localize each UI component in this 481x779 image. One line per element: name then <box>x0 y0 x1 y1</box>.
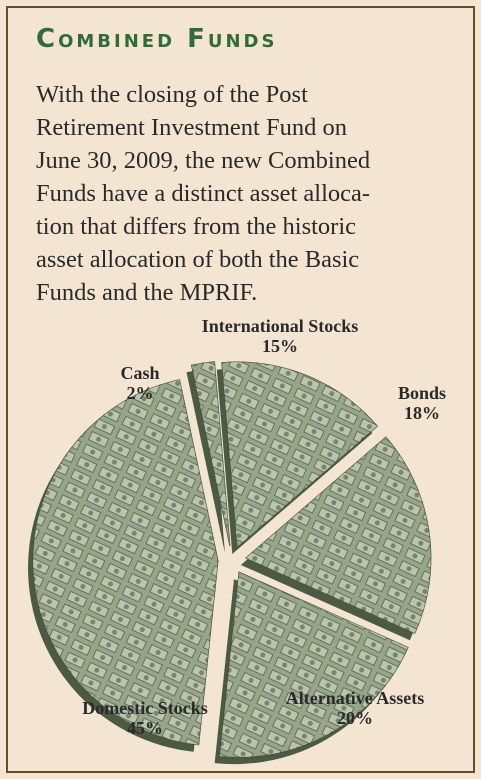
category-label: Bonds <box>372 383 472 403</box>
page: Combined Funds With the closing of the P… <box>0 0 481 779</box>
category-label: Cash <box>100 363 180 383</box>
category-label: International Stocks <box>195 316 365 336</box>
value-label: 15% <box>195 336 365 356</box>
category-label: Domestic Stocks <box>35 698 255 718</box>
category-label: Alternative Assets <box>280 688 430 708</box>
value-label: 18% <box>372 403 472 423</box>
value-label: 2% <box>100 383 180 403</box>
slice-texture <box>33 380 218 745</box>
value-label: 20% <box>280 708 430 728</box>
value-label: 45% <box>35 718 255 738</box>
